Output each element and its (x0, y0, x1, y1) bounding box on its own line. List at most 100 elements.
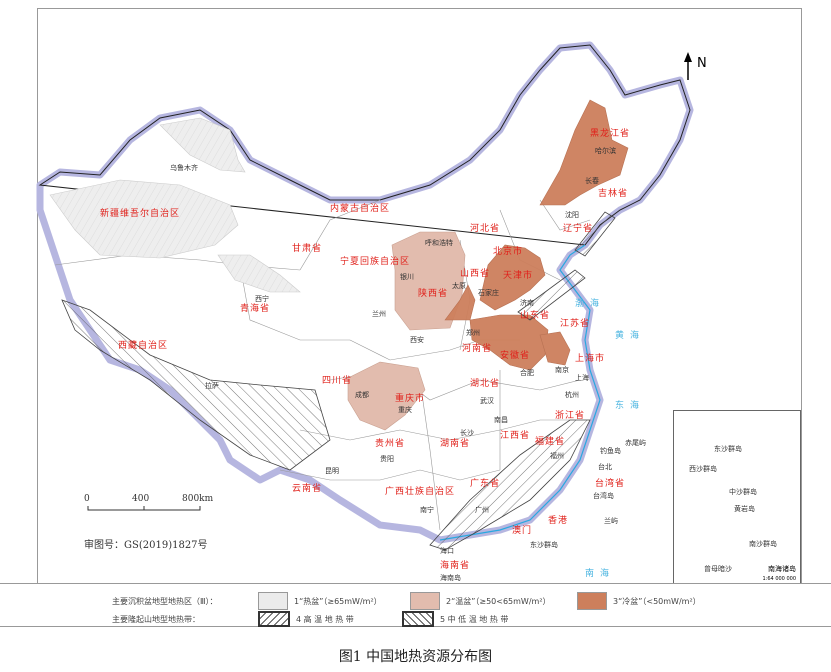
city-label: 上海 (575, 374, 589, 382)
inset-island-label: 南沙群岛 (749, 540, 777, 548)
province-label: 天津市 (503, 271, 534, 281)
cold-basins (444, 99, 629, 371)
inset-island-label: 西沙群岛 (689, 465, 717, 473)
province-label: 上海市 (575, 354, 606, 364)
province-label: 海南省 (440, 561, 471, 571)
junggar-basin (159, 117, 246, 173)
figure-caption: 图1 中国地热资源分布图 (338, 649, 493, 665)
province-label: 北京市 (493, 247, 524, 257)
swatch-warm-basin (410, 592, 440, 610)
city-label: 台北 (598, 463, 612, 471)
city-label: 呼和浩特 (425, 239, 453, 247)
province-label: 浙江省 (555, 411, 586, 421)
city-label: 哈尔滨 (595, 147, 616, 155)
island-label: 兰屿 (604, 517, 618, 525)
province-label: 河北省 (470, 224, 501, 234)
inset-island-label: 黄岩岛 (734, 505, 755, 513)
province-label: 黑龙江省 (590, 129, 631, 139)
city-label: 杭州 (565, 391, 579, 399)
province-label: 江西省 (500, 431, 531, 441)
province-label: 重庆市 (395, 394, 426, 404)
legend-warm-basin: 2“温盆”（≥50<65mW/m²） (446, 596, 551, 606)
province-label: 广西壮族自治区 (385, 487, 456, 497)
legend-basins: 主要沉积盆地型地热区（Ⅲ）： 1“热盆”（≥65mW/m²） 2“温盆”（≥50… (112, 592, 701, 610)
tarim-basin (49, 179, 239, 259)
province-label: 澳门 (512, 526, 533, 536)
north-arrow (684, 52, 692, 80)
low-temperature-belt-shandong (517, 269, 586, 321)
legend-hot-basin: 1“热盆”（≥65mW/m²） (294, 596, 382, 606)
shanxi-basin (444, 284, 476, 321)
north-china-basin (479, 244, 546, 311)
coastline (439, 244, 601, 541)
map-canvas (36, 41, 694, 551)
province-label: 云南省 (292, 484, 323, 494)
province-label: 四川省 (322, 376, 353, 386)
island-label: 台湾岛 (593, 492, 614, 500)
province-label: 福建省 (535, 437, 566, 447)
scale-tick-0: 0 (84, 494, 90, 504)
approval-number: 审图号：GS(2019)1827号 (84, 540, 208, 551)
city-label: 西安 (410, 336, 424, 344)
inset-title: 南海诸岛 (768, 565, 796, 573)
city-label: 南宁 (420, 506, 434, 514)
province-label: 新疆维吾尔自治区 (100, 209, 181, 219)
china-border-line (38, 44, 691, 246)
swatch-hot-basin (258, 592, 288, 610)
inset-island-label: 中沙群岛 (729, 488, 757, 496)
island-label: 赤尾屿 (625, 439, 646, 447)
province-label: 吉林省 (598, 189, 629, 199)
qaidam-basin (217, 254, 301, 293)
city-label: 沈阳 (565, 211, 579, 219)
high-temperature-belt-tibet (61, 299, 331, 471)
city-label: 广州 (475, 506, 489, 514)
sea-label: 东海 (615, 401, 646, 411)
warm-basins (347, 231, 466, 431)
north-label: N (697, 56, 707, 71)
city-label: 济南 (520, 299, 534, 307)
jiangsu-basin (539, 331, 571, 366)
hot-basins (49, 117, 301, 293)
province-label: 宁夏回族自治区 (340, 257, 411, 267)
scale-tick-800: 800km (182, 494, 214, 504)
legend-low-temp-belt: 5 中 低 温 地 热 带 (440, 614, 509, 624)
songliao-basin (539, 99, 629, 206)
city-label: 拉萨 (205, 382, 219, 390)
city-label: 武汉 (480, 397, 494, 405)
province-label: 山东省 (520, 311, 551, 321)
province-label: 辽宁省 (563, 224, 594, 234)
province-label: 陕西省 (418, 289, 449, 299)
city-label: 长春 (585, 177, 599, 185)
hatched-belts (61, 211, 616, 551)
scale-bar (87, 506, 201, 511)
city-label: 成都 (355, 391, 369, 399)
low-temperature-belt-southeast (429, 419, 591, 551)
swatch-low-temp-belt (402, 611, 434, 627)
scale-tick-400: 400 (132, 494, 150, 504)
province-label: 湖南省 (440, 439, 471, 449)
low-temperature-belt-liaoning (574, 211, 616, 257)
city-label: 南京 (555, 366, 569, 374)
city-label: 南昌 (494, 416, 508, 424)
sea-label: 南海 (585, 569, 616, 579)
legend-belt-title: 主要隆起山地型地热带： (112, 614, 200, 624)
city-label: 乌鲁木齐 (170, 164, 198, 172)
city-label: 合肥 (520, 369, 534, 377)
province-label: 山西省 (460, 269, 491, 279)
swatch-high-temp-belt (258, 611, 290, 627)
legend-belts: 主要隆起山地型地热带： 4 高 温 地 热 带 5 中 低 温 地 热 带 (112, 611, 508, 627)
city-label: 重庆 (398, 406, 412, 414)
city-label: 银川 (400, 273, 414, 281)
inset-scale: 1:64 000 000 (762, 576, 797, 582)
island-label: 东沙群岛 (530, 541, 558, 549)
legend: 主要沉积盆地型地热区（Ⅲ）： 1“热盆”（≥65mW/m²） 2“温盆”（≥50… (0, 583, 831, 627)
island-label: 钓鱼岛 (600, 447, 621, 455)
province-label: 湖北省 (470, 379, 501, 389)
swatch-cold-basin (577, 592, 607, 610)
city-label: 太原 (452, 282, 466, 290)
map-frame (37, 8, 802, 584)
province-label: 河南省 (462, 344, 493, 354)
south-china-sea-inset: 东沙群岛 西沙群岛 中沙群岛 黄岩岛 南沙群岛 曾母暗沙 南海诸岛 1:64 000 00… (673, 410, 801, 584)
inset-island-label: 东沙群岛 (714, 445, 742, 453)
